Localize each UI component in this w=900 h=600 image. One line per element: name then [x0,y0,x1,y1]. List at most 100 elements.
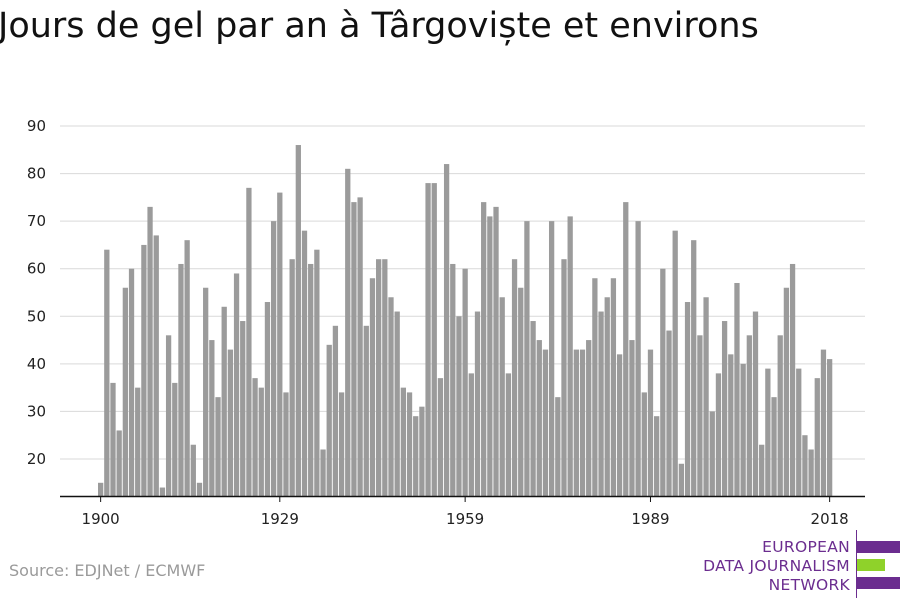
bar-1963 [487,216,493,496]
bar-1902 [110,382,116,496]
bar-1925 [252,378,258,496]
y-tick-label: 20 [27,450,46,468]
bar-2006 [752,311,759,496]
y-tick-label: 60 [27,260,46,278]
bar-1940 [345,168,351,496]
bar-1972 [542,349,549,496]
logo-bar-green [857,559,885,571]
bar-1910 [159,487,166,496]
x-tick-label: 1900 [82,510,120,528]
bar-1922 [233,273,240,496]
bar-1934 [308,263,314,496]
bar-1977 [573,349,579,496]
bar-1909 [153,235,159,496]
bar-2010 [777,335,783,496]
bar-1939 [338,392,345,496]
bar-2007 [759,444,765,496]
bar-1907 [141,244,147,496]
y-tick-label: 70 [27,212,46,230]
bar-1984 [616,354,623,496]
bar-2012 [789,263,796,496]
bar-1903 [116,430,122,496]
bar-1949 [400,387,406,496]
bar-1928 [270,221,277,496]
bar-1926 [258,387,264,496]
bar-1943 [363,325,369,496]
bar-1901 [104,249,110,496]
bar-1914 [184,240,190,496]
bar-2009 [771,397,777,496]
y-tick-label: 90 [27,117,46,135]
logo-rule [856,530,857,598]
bar-1905 [128,268,135,496]
bar-1964 [493,206,499,496]
bar-1942 [357,197,363,497]
bar-1995 [684,302,691,496]
bar-1950 [406,392,413,496]
bar-1966 [505,373,512,496]
bar-1941 [351,202,357,497]
bar-1986 [629,340,635,496]
bar-1992 [666,330,672,496]
bar-2001 [721,321,728,496]
logo-line-2: DATA JOURNALISM [703,557,850,575]
bar-2016 [814,378,820,496]
bar-1988 [641,392,647,496]
bar-1999 [709,411,715,496]
logo-line-1: EUROPEAN [762,538,850,556]
bar-1938 [332,325,339,496]
bar-1944 [369,278,376,496]
bar-1971 [536,340,542,496]
bar-2011 [783,287,790,496]
bar-2017 [820,349,827,496]
x-tick-label: 2018 [811,510,849,528]
bar-1955 [437,378,444,496]
bar-2013 [796,368,802,496]
y-tick-label: 30 [27,402,46,420]
bar-2000 [715,373,722,496]
bar-1987 [635,221,641,496]
bar-1957 [450,263,456,496]
bar-1976 [567,216,573,496]
x-tick-label: 1959 [446,510,484,528]
bar-1947 [388,297,394,496]
bar-1967 [511,259,518,496]
bar-1983 [610,278,617,496]
bar-1951 [413,416,419,496]
bar-1915 [190,444,196,496]
bar-1936 [320,449,326,496]
bar-1945 [376,259,382,496]
x-tick-label: 1929 [261,510,299,528]
bar-1930 [283,392,289,496]
bar-1956 [443,164,450,496]
logo-bar-purple-bottom [857,577,900,589]
bar-1900 [98,482,104,496]
bar-1904 [122,287,128,496]
bar-1991 [660,268,666,496]
bar-1960 [468,373,474,496]
bar-1980 [592,278,598,496]
bar-1970 [530,321,536,496]
bar-1954 [431,183,437,496]
bar-1906 [135,387,141,496]
bar-1969 [524,221,530,496]
chart-title: Jours de gel par an à Târgoviște et envi… [0,6,759,46]
bar-2005 [746,335,752,496]
logo-bar-purple-top [857,541,900,553]
bar-1927 [264,302,271,496]
bar-1974 [555,397,561,496]
bar-1994 [678,463,685,496]
bar-1916 [196,482,203,496]
bar-1924 [246,187,252,496]
bar-1962 [481,202,487,497]
bar-1937 [326,344,332,496]
bar-1948 [394,311,400,496]
logo-line-3: NETWORK [768,576,850,594]
bar-1973 [548,221,555,496]
bar-1996 [691,240,697,496]
bar-1958 [456,316,462,496]
bar-1953 [425,183,431,496]
bar-2002 [728,354,734,496]
edjnet-logo: EUROPEAN DATA JOURNALISM NETWORK [700,530,900,598]
